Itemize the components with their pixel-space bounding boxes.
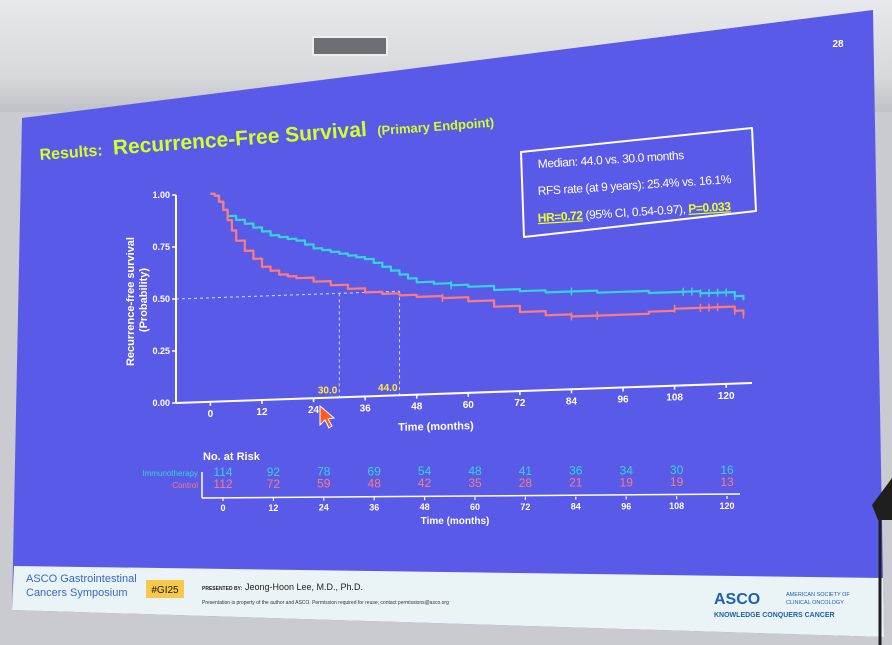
risk-axis-tick-label: 84 [571,502,581,512]
risk-value: 19 [670,475,684,489]
y-tick-label: 0.00 [152,398,170,408]
footer-org-line2: Cancers Symposium [26,587,127,599]
risk-value: 35 [468,476,482,490]
x-tick-label: 36 [360,403,372,414]
asco-tagline: KNOWLEDGE CONQUERS CANCER [714,612,835,619]
risk-value: 92 [267,465,281,479]
page-number: 28 [832,39,844,50]
x-tick-label: 60 [463,400,475,411]
hashtag-text: #GI25 [151,585,179,596]
risk-value: 13 [720,475,734,489]
stats-p-value: P=0.033 [688,199,732,216]
stats-ci: (95% CI, 0.54-0.97), [582,202,689,222]
risk-axis-line [201,493,741,499]
risk-row-label: Control [172,481,198,490]
risk-value: 72 [267,477,281,491]
x-tick-label: 108 [666,393,683,404]
risk-row-label: Immunotherapy [142,469,198,478]
mouse-cursor-icon [319,404,336,429]
risk-value: 48 [368,476,382,490]
y-axis-title: Recurrence-free survival (Probability) [125,234,150,366]
asco-side-line2: CLINICAL ONCOLOGY [786,600,844,606]
title-prefix: Results: [39,142,103,164]
risk-value: 21 [569,476,583,490]
risk-value: 69 [368,464,382,478]
risk-axis-tick-label: 0 [220,503,225,513]
x-tick-label: 120 [718,391,735,402]
x-tick-label: 96 [617,394,629,405]
risk-value: 112 [213,477,232,491]
risk-value: 36 [569,464,583,478]
y-tick-label: 0.25 [152,346,170,356]
x-tick-label: 48 [411,402,423,413]
x-tick-label: 24 [308,405,320,416]
x-tick-label: 12 [256,407,268,418]
ceiling-vent [312,36,388,56]
stats-hr-line: HR=0.72 (95% CI, 0.54-0.97), P=0.033 [537,199,731,225]
footer-disclaimer: Presentation is property of the author a… [202,600,449,606]
risk-axis-tick-label: 36 [369,502,379,512]
y-axis-title-line2: (Probability) [138,268,150,333]
y-tick-label: 0.50 [152,294,170,304]
risk-value: 30 [670,463,684,477]
microphone-silhouette [872,478,892,520]
risk-axis-tick-label: 120 [719,501,734,511]
risk-value: 34 [620,463,634,477]
asco-side-line1: AMERICAN SOCIETY OF [786,592,850,598]
risk-value: 42 [418,476,432,490]
risk-axis-tick-label: 96 [621,501,631,511]
risk-value: 16 [720,463,734,477]
x-axis-title: Time (months) [398,420,474,434]
median-label: 30.0 [318,385,338,396]
slide-footer: ASCO Gastrointestinal Cancers Symposium … [26,573,850,619]
y-tick-label: 0.75 [152,242,170,252]
slide-footer-band [12,566,884,637]
stats-hr: HR=0.72 [537,208,583,225]
series-line-immunotherapy [210,192,745,301]
x-tick-label: 72 [514,398,526,409]
y-axis-title-line1: Recurrence-free survival [125,237,137,366]
hashtag-badge [146,580,184,598]
median-label: 44.0 [378,383,398,394]
risk-value: 48 [468,464,482,478]
presented-by-label: PRESENTED BY: [202,586,243,592]
asco-logo: ASCO [714,591,760,608]
risk-axis-tick-label: 60 [470,502,480,512]
series-line-control [210,192,745,318]
median-guide-horizontal [175,290,400,300]
risk-table: No. at Risk Immunotherapy 114 92 78 69 54 48 41 3… [142,451,741,527]
risk-value: 54 [418,464,432,478]
risk-axis-tick-label: 24 [319,503,329,513]
risk-value: 28 [519,476,533,490]
footer-org-line1: ASCO Gastrointestinal [26,573,137,585]
risk-axis-title: Time (months) [421,516,490,527]
risk-table-title: No. at Risk [203,451,261,463]
x-tick-label: 84 [566,396,578,407]
slide-background [12,10,884,637]
risk-value: 59 [317,477,331,491]
risk-value: 19 [620,475,634,489]
presenter-name: Jeong-Hoon Lee, M.D., Ph.D. [245,582,363,592]
risk-axis-tick-label: 72 [520,502,530,512]
x-axis-line [175,382,753,404]
risk-value: 41 [519,464,533,478]
x-tick-label: 0 [208,409,214,420]
risk-axis-tick-label: 12 [268,503,278,513]
risk-value: 114 [213,465,232,479]
risk-value: 78 [317,465,331,479]
km-chart: 0.00 0.25 0.50 0.75 1.00 0 12 24 36 48 60 72 84 96 108… [152,190,753,420]
risk-axis-tick-label: 108 [669,501,684,511]
risk-axis-tick-label: 48 [420,502,430,512]
y-tick-label: 1.00 [152,190,170,200]
